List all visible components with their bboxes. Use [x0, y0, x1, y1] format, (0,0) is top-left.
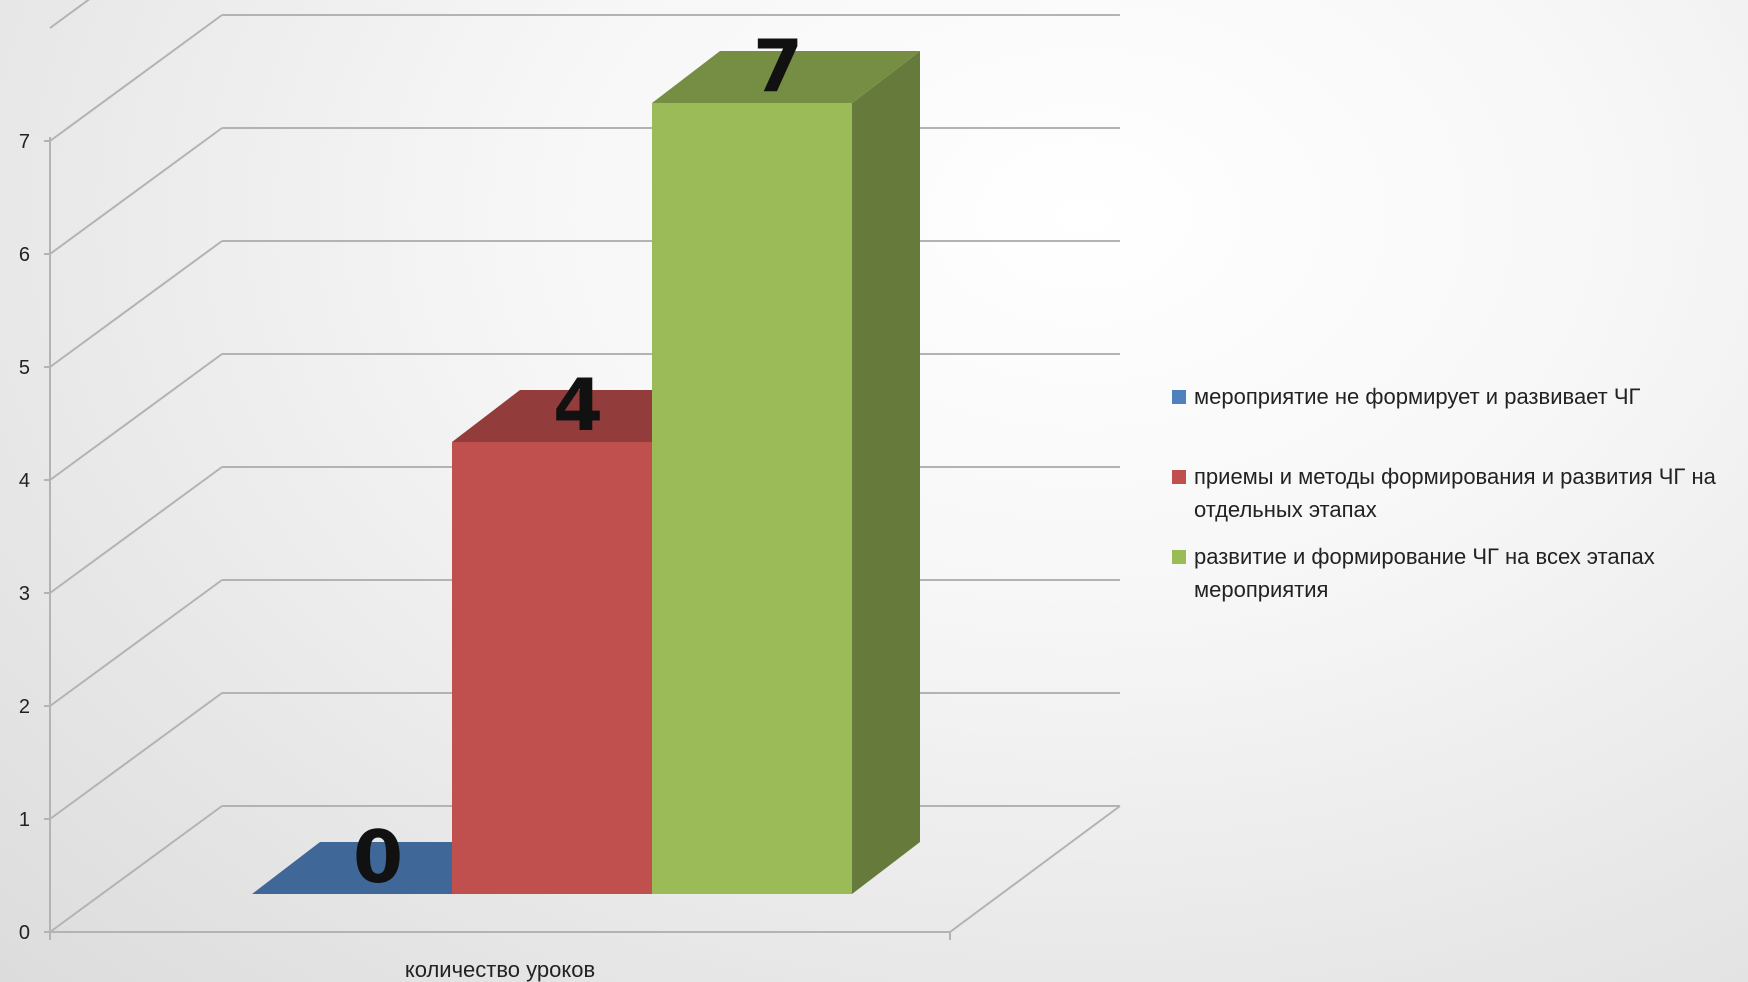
legend-label-series-3: развитие и формирование ЧГ на всех этапа…	[1194, 544, 1655, 602]
floor-right-edge	[949, 805, 1121, 933]
x-category-label: количество уроков	[405, 957, 595, 982]
data-label-series-3: 7	[753, 24, 803, 108]
gridline-side-3	[49, 466, 223, 594]
legend-swatch-series-1	[1172, 390, 1186, 404]
y-tick-label-1: 1	[19, 809, 30, 831]
y-tick-label-3: 3	[19, 583, 30, 605]
y-tick-label-4: 4	[19, 470, 30, 492]
gridline-side-1	[49, 692, 223, 820]
legend-swatch-series-2	[1172, 470, 1186, 484]
legend-label-series-2: приемы и методы формирования и развития …	[1194, 464, 1716, 522]
bar-front-series-3	[652, 103, 852, 894]
legend-item-series-2: приемы и методы формирования и развития …	[1172, 460, 1742, 526]
gridline-side-6	[49, 127, 223, 255]
data-label-series-1: 0	[353, 815, 403, 899]
y-tick-label-0: 0	[19, 922, 30, 944]
legend-label-series-1: мероприятие не формирует и развивает ЧГ	[1194, 384, 1641, 409]
gridline-side-5	[49, 240, 223, 368]
legend: мероприятие не формирует и развивает ЧГ …	[1172, 380, 1742, 620]
y-tick-label-6: 6	[19, 244, 30, 266]
gridline-side-2	[49, 579, 223, 707]
bar-top-series-3	[652, 51, 920, 103]
y-tick-label-7: 7	[19, 131, 30, 153]
legend-swatch-series-3	[1172, 550, 1186, 564]
y-tick-label-2: 2	[19, 696, 30, 718]
legend-item-series-3: развитие и формирование ЧГ на всех этапа…	[1172, 540, 1742, 606]
gridline-side-0	[49, 805, 223, 933]
legend-item-series-1: мероприятие не формирует и развивает ЧГ	[1172, 380, 1742, 413]
gridline-side-4	[49, 353, 223, 481]
bar-front-series-2	[452, 442, 652, 894]
gridline-side-8	[49, 0, 90, 29]
gridline-side-7	[49, 14, 223, 142]
y-tick-label-5: 5	[19, 357, 30, 379]
data-label-series-2: 4	[553, 363, 603, 447]
bar-side-series-3	[852, 51, 920, 894]
